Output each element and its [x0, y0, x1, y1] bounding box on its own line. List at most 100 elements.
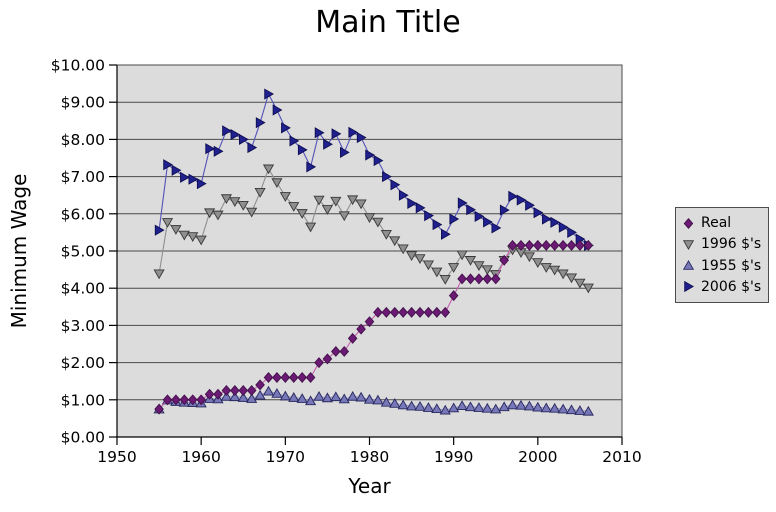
data-point-marker — [213, 145, 224, 157]
data-point-marker — [161, 218, 174, 228]
data-point-marker — [575, 239, 585, 251]
data-point-marker — [347, 195, 359, 206]
x-tick-label: 1960 — [181, 448, 220, 466]
data-point-marker — [188, 173, 199, 185]
legend-label: 1996 $'s — [701, 236, 762, 253]
data-point-marker — [196, 394, 206, 406]
data-point-marker — [289, 135, 300, 147]
data-point-marker — [220, 390, 232, 401]
data-point-marker — [423, 306, 434, 318]
diamond-icon — [683, 217, 694, 229]
data-point-marker — [220, 194, 232, 205]
data-point-marker — [314, 127, 325, 139]
x-axis-title: Year — [348, 474, 391, 498]
legend-label: 2006 $'s — [701, 278, 762, 295]
data-point-marker — [178, 230, 190, 241]
data-point-marker — [331, 345, 341, 357]
x-tick-label: 1980 — [350, 448, 389, 466]
data-point-marker — [187, 232, 199, 242]
data-point-marker — [583, 239, 594, 251]
data-point-marker — [515, 399, 527, 410]
triangle-down-icon — [682, 240, 695, 250]
legend-marker — [683, 217, 694, 229]
data-point-marker — [272, 371, 282, 383]
data-point-marker — [204, 208, 216, 219]
data-point-marker — [355, 391, 367, 402]
data-point-marker — [389, 398, 401, 408]
data-point-marker — [499, 204, 510, 216]
data-point-marker — [567, 226, 578, 238]
data-point-marker — [406, 306, 417, 318]
data-point-marker — [171, 394, 181, 406]
data-point-marker — [533, 239, 543, 251]
data-point-marker — [364, 316, 375, 328]
data-point-marker — [365, 149, 376, 161]
data-point-marker — [481, 402, 493, 413]
data-point-marker — [262, 385, 275, 396]
y-tick-label: $8.00 — [61, 131, 105, 149]
data-point-marker — [281, 122, 291, 134]
x-tick-label: 1990 — [434, 448, 473, 466]
data-point-marker — [356, 323, 366, 335]
data-point-marker — [339, 345, 350, 357]
data-point-marker — [389, 236, 401, 247]
data-point-marker — [330, 196, 342, 207]
data-point-marker — [330, 391, 342, 402]
data-point-marker — [355, 199, 367, 210]
data-point-marker — [549, 265, 561, 276]
data-point-marker — [540, 263, 552, 273]
data-point-marker — [574, 405, 586, 415]
data-point-marker — [246, 207, 258, 218]
data-point-marker — [482, 273, 493, 285]
chart-title: Main Title — [315, 5, 461, 40]
data-point-marker — [204, 388, 215, 400]
data-point-marker — [448, 402, 460, 413]
data-point-marker — [254, 187, 266, 198]
y-tick-label: $9.00 — [61, 94, 105, 112]
data-point-marker — [532, 401, 544, 412]
data-point-marker — [347, 390, 359, 401]
data-point-marker — [372, 394, 384, 405]
legend-label: 1955 $'s — [701, 257, 762, 274]
data-point-marker — [474, 210, 485, 222]
data-point-marker — [550, 216, 561, 228]
data-point-marker — [398, 306, 408, 318]
data-point-marker — [297, 144, 308, 156]
data-point-marker — [348, 126, 359, 138]
data-point-marker — [582, 283, 594, 294]
data-point-marker — [557, 269, 569, 280]
data-point-marker — [456, 250, 468, 261]
y-tick-label: $10.00 — [51, 57, 105, 75]
data-point-marker — [279, 390, 291, 401]
data-point-marker — [549, 239, 560, 251]
data-point-marker — [397, 244, 409, 255]
data-point-marker — [280, 371, 291, 383]
data-point-marker — [213, 388, 223, 400]
data-point-marker — [373, 306, 383, 318]
data-point-marker — [557, 403, 569, 414]
data-point-marker — [154, 403, 164, 415]
data-point-marker — [272, 104, 283, 116]
data-point-marker — [187, 394, 198, 406]
data-point-marker — [456, 400, 468, 411]
data-point-marker — [448, 290, 459, 302]
data-point-marker — [491, 222, 502, 234]
data-point-marker — [449, 213, 460, 225]
data-point-marker — [271, 178, 283, 189]
x-tick-label: 2010 — [602, 448, 641, 466]
data-point-marker — [195, 235, 207, 246]
data-point-marker — [229, 197, 241, 208]
data-point-marker — [305, 395, 317, 406]
data-point-marker — [440, 306, 451, 318]
data-point-marker — [340, 146, 350, 158]
data-point-marker — [238, 133, 249, 145]
data-point-marker — [323, 138, 333, 150]
data-point-marker — [154, 224, 165, 236]
data-point-marker — [171, 164, 182, 176]
triangle-up-icon — [682, 260, 695, 270]
data-point-marker — [322, 353, 333, 365]
data-point-marker — [422, 402, 434, 412]
data-point-marker — [306, 161, 317, 173]
